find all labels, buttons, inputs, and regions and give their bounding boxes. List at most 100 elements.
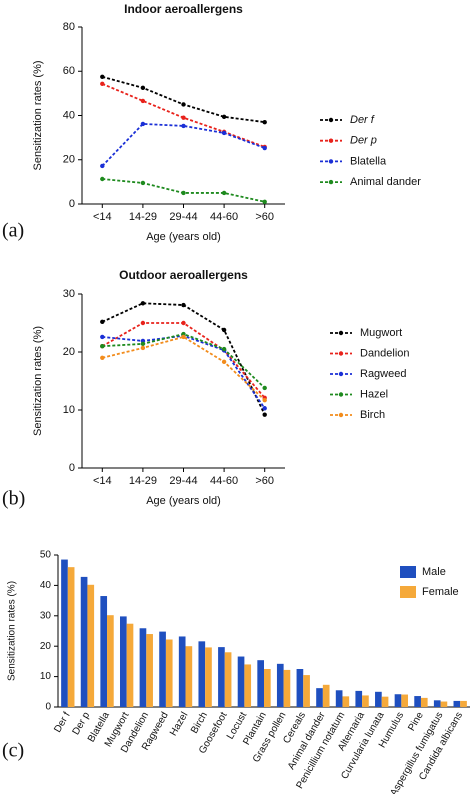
- x-tick-label: 14-29: [129, 211, 157, 223]
- legend-swatch: [400, 566, 416, 578]
- y-tick-label: 40: [63, 109, 75, 121]
- y-tick-label: 60: [63, 65, 75, 77]
- x-tick-label: <14: [93, 475, 112, 487]
- legend-swatch: [400, 586, 416, 598]
- point: [181, 115, 186, 120]
- x-tick-label: 29-44: [169, 211, 197, 223]
- point: [140, 320, 146, 326]
- y-tick-label: 0: [69, 462, 75, 474]
- y-tick-label: 20: [63, 154, 75, 166]
- legend-label: Female: [422, 586, 459, 598]
- x-tick-label: >60: [255, 475, 274, 487]
- y-tick-label: 0: [69, 198, 75, 210]
- legend-label: Der p: [350, 135, 377, 147]
- bar: [146, 634, 153, 707]
- bar: [401, 694, 409, 707]
- chart-title: Indoor aeroallergens: [124, 2, 243, 16]
- x-axis-title: Age (years old): [146, 495, 221, 507]
- x-tick-label: Hazel: [168, 710, 190, 738]
- legend-label: Ragweed: [360, 368, 406, 380]
- bar: [362, 695, 369, 707]
- bar: [264, 669, 271, 707]
- legend-label: Animal dander: [350, 176, 421, 188]
- legend-label: Dandelion: [360, 347, 410, 359]
- bar: [185, 646, 193, 707]
- bar: [100, 596, 108, 707]
- legend-marker: [338, 392, 344, 397]
- series-line: [101, 122, 266, 167]
- legend-label: Mugwort: [360, 327, 402, 339]
- legend-marker: [328, 117, 334, 123]
- bar: [322, 684, 330, 707]
- chart-title: Outdoor aeroallergens: [119, 268, 248, 282]
- x-tick-label: Pine: [406, 710, 426, 733]
- point: [181, 102, 186, 107]
- point: [221, 190, 227, 196]
- bar: [67, 567, 75, 707]
- y-tick-label: 20: [40, 641, 52, 652]
- bar: [198, 641, 206, 707]
- legend-marker: [328, 179, 334, 185]
- point: [140, 85, 146, 91]
- bar: [355, 690, 363, 707]
- bar: [342, 696, 350, 707]
- y-tick-label: 20: [63, 346, 75, 358]
- point: [100, 355, 105, 360]
- point: [221, 346, 227, 352]
- series-line: [102, 335, 266, 401]
- legend-label: Hazel: [360, 388, 388, 400]
- point: [181, 320, 186, 326]
- bar: [107, 615, 114, 707]
- point: [181, 302, 186, 308]
- panel-label: (b): [2, 488, 25, 510]
- point: [262, 412, 267, 417]
- point: [221, 130, 227, 136]
- point: [100, 344, 105, 349]
- point: [181, 190, 186, 196]
- x-tick-label: >60: [255, 211, 274, 223]
- bar: [178, 636, 186, 707]
- y-tick-label: 40: [40, 580, 52, 591]
- series-line: [102, 333, 266, 389]
- legend-marker: [328, 159, 334, 164]
- bar: [87, 584, 95, 707]
- bar: [159, 631, 166, 707]
- bar: [257, 660, 264, 707]
- point: [100, 163, 105, 169]
- y-tick-label: 30: [40, 610, 52, 621]
- bar: [420, 697, 428, 707]
- bar: [296, 669, 304, 707]
- point: [140, 180, 146, 186]
- bar: [165, 639, 173, 707]
- panel-label: (a): [2, 220, 24, 242]
- legend-label: Male: [422, 566, 446, 578]
- bar: [61, 559, 68, 707]
- legend-marker: [338, 371, 344, 377]
- bar: [218, 647, 225, 707]
- legend-marker: [338, 412, 344, 418]
- point: [100, 319, 105, 325]
- bar: [283, 669, 291, 707]
- series-line: [102, 178, 265, 203]
- y-tick-label: 10: [63, 404, 75, 416]
- x-tick-label: 14-29: [129, 475, 157, 487]
- point: [100, 334, 105, 340]
- panel-label: (c): [2, 740, 24, 762]
- legend-label: Birch: [360, 409, 385, 421]
- bar: [394, 694, 402, 707]
- point: [140, 341, 146, 347]
- y-tick-label: 80: [63, 21, 75, 33]
- point: [221, 114, 227, 120]
- point: [100, 176, 105, 182]
- x-tick-label: Der f: [52, 710, 72, 734]
- bar: [276, 663, 284, 707]
- x-tick-label: 44-60: [210, 475, 238, 487]
- point: [140, 98, 146, 104]
- y-tick-label: 50: [40, 550, 52, 561]
- point: [221, 327, 227, 333]
- y-axis-title: Sensitization rates (%): [7, 581, 18, 681]
- legend-marker: [338, 351, 344, 356]
- point: [140, 345, 146, 351]
- x-axis-title: Age (years old): [146, 231, 221, 243]
